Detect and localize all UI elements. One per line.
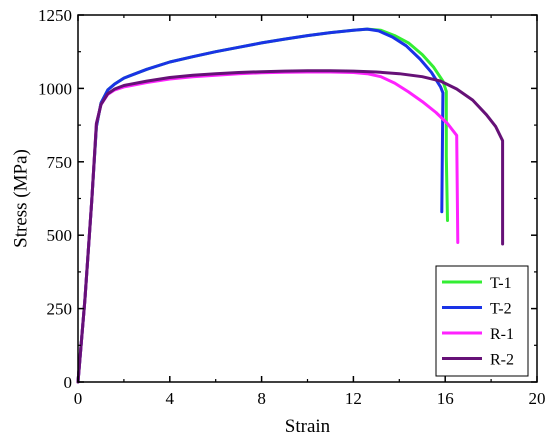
axis-tick-labels: 0 4 8 12 16 20 0 250 500 750 1000 1250 [38, 6, 546, 408]
y-tick-label: 1000 [38, 79, 72, 98]
x-axis-title: Strain [285, 416, 331, 437]
plot-lines [76, 27, 505, 384]
legend: T-1 T-2 R-1 R-2 [435, 265, 529, 377]
x-tick-label: 16 [437, 389, 454, 408]
y-tick-label: 0 [64, 373, 73, 392]
x-tick-label: 0 [74, 389, 83, 408]
axis-ticks [77, 14, 538, 383]
legend-label-r-2: R-2 [490, 352, 514, 369]
y-axis-title: Stress (MPa) [10, 149, 31, 248]
x-tick-label: 8 [257, 389, 266, 408]
series-line-r-2 [76, 69, 505, 384]
series-line-t-2 [76, 27, 445, 384]
y-tick-label: 250 [47, 300, 73, 319]
x-tick-label: 12 [345, 389, 362, 408]
y-tick-label: 500 [47, 226, 73, 245]
legend-label-t-2: T-2 [490, 301, 512, 318]
x-tick-label: 4 [166, 389, 175, 408]
series-line-r-1 [76, 70, 460, 384]
y-tick-label: 750 [47, 153, 73, 172]
y-tick-label: 1250 [38, 6, 72, 25]
x-tick-label: 20 [529, 389, 546, 408]
legend-label-r-1: R-1 [490, 326, 514, 343]
legend-label-t-1: T-1 [490, 275, 512, 292]
